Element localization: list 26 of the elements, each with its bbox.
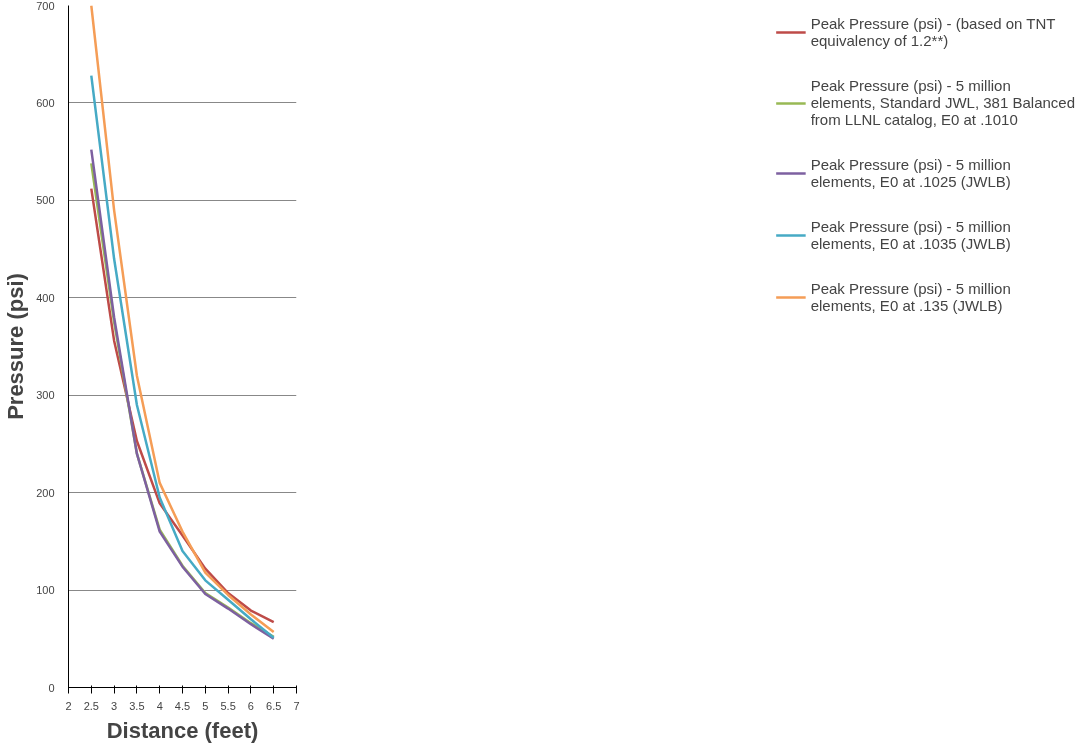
legend-label: Peak Pressure (psi) - 5 million elements, E0 at .135 (JWLB) bbox=[810, 280, 1011, 314]
x-tick-label: 3.5 bbox=[129, 699, 145, 712]
y-tick-label: 400 bbox=[36, 291, 55, 304]
x-tick-label: 5.5 bbox=[220, 699, 236, 712]
legend-label: Peak Pressure (psi) - 5 million elements, E0 at .1035 (JWLB) bbox=[810, 218, 1011, 252]
x-tick-label: 2 bbox=[65, 699, 72, 712]
x-tick-label: 2.5 bbox=[83, 699, 99, 712]
x-axis-title: Distance (feet) bbox=[106, 717, 259, 743]
legend-label: Peak Pressure (psi) - 5 million elements, E0 at .1025 (JWLB) bbox=[810, 156, 1011, 190]
x-tick-label: 4 bbox=[156, 699, 163, 712]
x-tick-label: 6.5 bbox=[266, 699, 282, 712]
y-tick-label: 100 bbox=[36, 584, 55, 597]
x-tick-label: 6 bbox=[247, 699, 254, 712]
x-tick-label: 5 bbox=[202, 699, 209, 712]
x-tick-label: 4.5 bbox=[174, 699, 191, 712]
legend-label: Peak Pressure (psi) - (based on TNT equivalency of 1.2**) bbox=[810, 15, 1056, 49]
legend-label: Peak Pressure (psi) - 5 million elements, Standard JWL, 381 Balanced from LLNL catalog, E0 at .1010 bbox=[810, 77, 1075, 128]
y-tick-label: 0 bbox=[48, 681, 55, 694]
y-tick-label: 600 bbox=[36, 96, 55, 109]
y-axis-title: Pressure (psi) bbox=[3, 273, 29, 420]
y-tick-label: 200 bbox=[36, 486, 55, 499]
y-tick-label: 500 bbox=[36, 194, 55, 207]
x-tick-label: 7 bbox=[293, 699, 300, 712]
y-tick-label: 700 bbox=[36, 0, 55, 12]
y-tick-label: 300 bbox=[36, 389, 55, 402]
x-tick-label: 3 bbox=[111, 699, 118, 712]
